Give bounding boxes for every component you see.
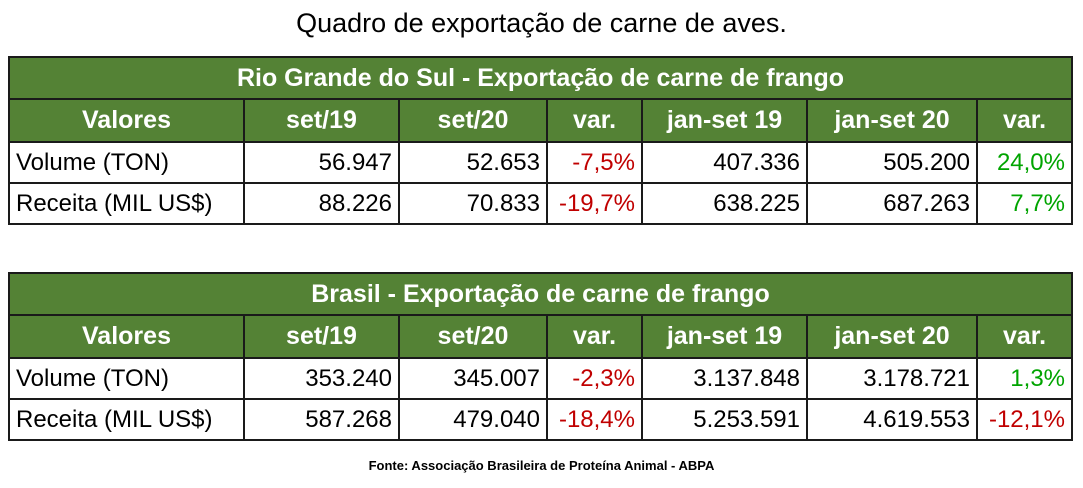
table-header-row: Valores set/19 set/20 var. jan-set 19 ja… [8,98,1073,143]
table-cell: 345.007 [398,357,548,400]
page-title: Quadro de exportação de carne de aves. [296,8,787,38]
table-cell: 587.268 [243,398,400,441]
variation-cell: -7,5% [546,141,643,184]
column-header: var. [546,314,643,359]
variation-cell: -12,1% [976,398,1073,441]
table-cell: 70.833 [398,182,548,225]
table-cell: 479.040 [398,398,548,441]
table-cell: 3.178.721 [806,357,978,400]
table-caption-row: Rio Grande do Sul - Exportação de carne … [8,56,1073,100]
table-caption: Brasil - Exportação de carne de frango [8,272,1073,316]
table-row: Receita (MIL US$) 587.268 479.040 -18,4%… [8,398,1073,441]
variation-cell: 24,0% [976,141,1073,184]
column-header: Valores [8,314,245,359]
variation-cell: -18,4% [546,398,643,441]
row-label: Volume (TON) [8,141,245,184]
column-header: var. [976,98,1073,143]
table-cell: 52.653 [398,141,548,184]
row-label: Receita (MIL US$) [8,182,245,225]
variation-cell: 1,3% [976,357,1073,400]
variation-cell: 7,7% [976,182,1073,225]
column-header: jan-set 19 [641,314,808,359]
table-caption-row: Brasil - Exportação de carne de frango [8,272,1073,316]
variation-cell: -19,7% [546,182,643,225]
table-header-row: Valores set/19 set/20 var. jan-set 19 ja… [8,314,1073,359]
table-row: Receita (MIL US$) 88.226 70.833 -19,7% 6… [8,182,1073,225]
variation-cell: -2,3% [546,357,643,400]
table-cell: 353.240 [243,357,400,400]
column-header: jan-set 20 [806,314,978,359]
column-header: set/19 [243,314,400,359]
column-header: set/20 [398,98,548,143]
table-cell: 4.619.553 [806,398,978,441]
table-cell: 5.253.591 [641,398,808,441]
table-row: Volume (TON) 56.947 52.653 -7,5% 407.336… [8,141,1073,184]
table-cell: 638.225 [641,182,808,225]
table-cell: 687.263 [806,182,978,225]
column-header: jan-set 19 [641,98,808,143]
source-note: Fonte: Associação Brasileira de Proteína… [368,458,715,473]
brasil-export-table: Brasil - Exportação de carne de frango V… [8,272,1073,441]
row-label: Receita (MIL US$) [8,398,245,441]
table-caption: Rio Grande do Sul - Exportação de carne … [8,56,1073,100]
table-cell: 505.200 [806,141,978,184]
table-cell: 56.947 [243,141,400,184]
column-header: set/19 [243,98,400,143]
column-header: jan-set 20 [806,98,978,143]
column-header: set/20 [398,314,548,359]
table-cell: 3.137.848 [641,357,808,400]
table-cell: 407.336 [641,141,808,184]
row-label: Volume (TON) [8,357,245,400]
table-cell: 88.226 [243,182,400,225]
table-row: Volume (TON) 353.240 345.007 -2,3% 3.137… [8,357,1073,400]
rs-export-table: Rio Grande do Sul - Exportação de carne … [8,56,1073,225]
column-header: var. [976,314,1073,359]
column-header: Valores [8,98,245,143]
column-header: var. [546,98,643,143]
